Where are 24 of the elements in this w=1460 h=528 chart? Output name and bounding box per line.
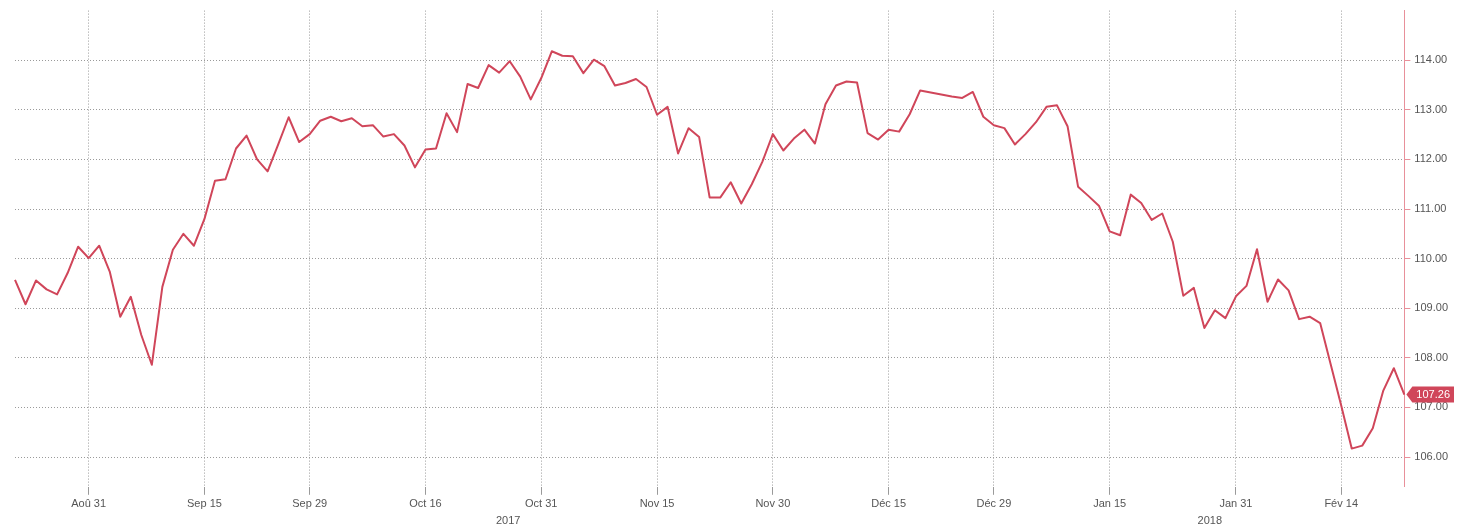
- x-tick-label: Nov 15: [639, 497, 675, 510]
- y-tick-label: 111.00: [1414, 202, 1447, 215]
- text: 2017: [495, 513, 521, 526]
- data-label: 107.26: [1416, 388, 1451, 401]
- x-tick-label: Déc 15: [871, 497, 907, 510]
- x-tick-label: Déc 29: [976, 497, 1012, 510]
- x-tick-label: Jan 31: [1219, 497, 1253, 510]
- x-tick-label: Sep 29: [292, 497, 328, 510]
- y-tick-label: 112.00: [1414, 152, 1448, 165]
- y-tick-label: 113.00: [1414, 102, 1448, 115]
- x-tick-label: Fév 14: [1324, 497, 1359, 510]
- y-tick-label: 107.00: [1414, 400, 1449, 413]
- x-tick-label: Oct 16: [409, 497, 442, 510]
- y-tick-label: 109.00: [1414, 301, 1449, 314]
- y-tick-label: 108.00: [1414, 350, 1449, 363]
- text: 2018: [1197, 513, 1223, 526]
- x-tick-label: Aoû 31: [71, 497, 107, 510]
- x-tick-label: Oct 31: [525, 497, 558, 510]
- y-tick-label: 110.00: [1414, 251, 1448, 264]
- y-tick-label: 106.00: [1414, 450, 1449, 463]
- x-tick-label: Jan 15: [1093, 497, 1127, 510]
- x-tick-label: Sep 15: [187, 497, 222, 510]
- y-tick-label: 114.00: [1414, 53, 1448, 66]
- x-tick-label: Nov 30: [755, 497, 791, 510]
